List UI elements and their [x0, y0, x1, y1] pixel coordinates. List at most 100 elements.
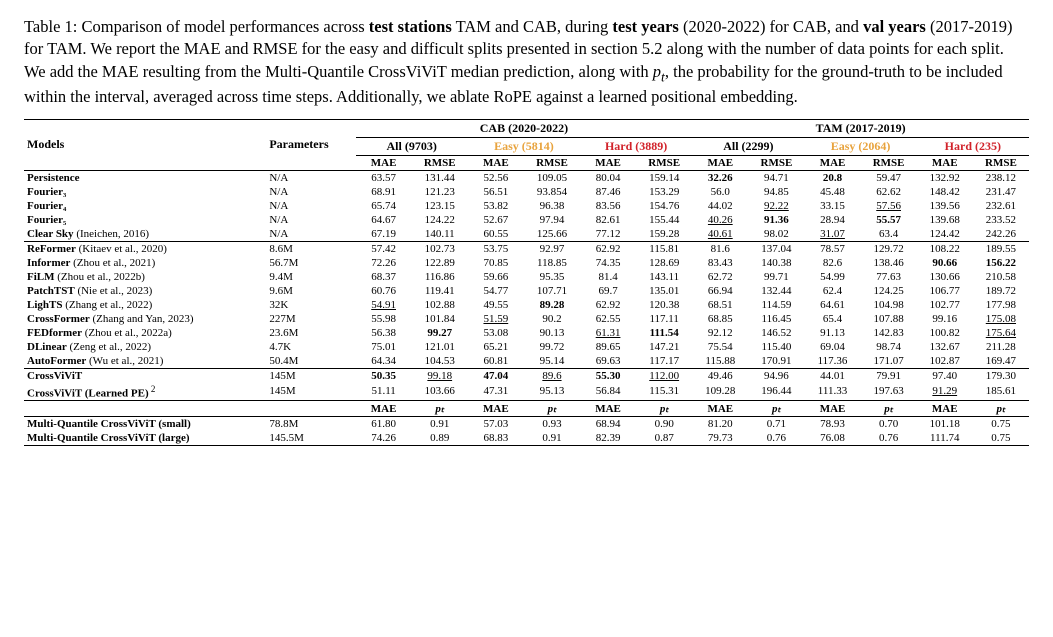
model-name: Persistence	[24, 170, 266, 185]
metric-cell: 82.39	[580, 431, 636, 446]
metric-cell: 171.07	[861, 354, 917, 369]
metric-cell: 122.89	[412, 256, 468, 270]
caption-text: (2020-2022) for CAB, and	[679, 17, 863, 36]
header-mae: MAE	[356, 155, 412, 170]
metric-cell: 231.47	[973, 185, 1029, 199]
param-cell: N/A	[266, 185, 355, 199]
header-mae: MAE	[804, 155, 860, 170]
metric-cell: 68.91	[356, 185, 412, 199]
table-row: Clear Sky (Ineichen, 2016)N/A67.19140.11…	[24, 227, 1029, 242]
model-name: ReFormer (Kitaev et al., 2020)	[24, 241, 266, 256]
metric-cell: 0.91	[412, 417, 468, 432]
metric-cell: 170.91	[748, 354, 804, 369]
header-easy-b: Easy (2064)	[804, 137, 916, 155]
table-row: Informer (Zhou et al., 2021)56.7M72.2612…	[24, 256, 1029, 270]
table-row: CrossViViT145M50.3599.1847.0489.655.3011…	[24, 368, 1029, 383]
metric-cell: 69.63	[580, 354, 636, 369]
metric-cell: 111.33	[804, 383, 860, 401]
metric-cell: 89.6	[524, 368, 580, 383]
metric-cell: 63.4	[861, 227, 917, 242]
model-name: Multi-Quantile CrossViViT (large)	[24, 431, 266, 446]
metric-cell: 91.36	[748, 213, 804, 227]
metric-cell: 82.61	[580, 213, 636, 227]
metric-cell: 56.0	[692, 185, 748, 199]
metric-cell: 115.88	[692, 354, 748, 369]
metric-cell: 111.54	[636, 326, 692, 340]
table-row: CrossFormer (Zhang and Yan, 2023)227M55.…	[24, 312, 1029, 326]
metric-cell: 238.12	[973, 170, 1029, 185]
metric-cell: 0.93	[524, 417, 580, 432]
metric-cell: 62.62	[861, 185, 917, 199]
metric-cell: 68.85	[692, 312, 748, 326]
metric-cell: 196.44	[748, 383, 804, 401]
metric-cell: 98.74	[861, 340, 917, 354]
metric-cell: 121.23	[412, 185, 468, 199]
metric-cell: 68.51	[692, 298, 748, 312]
metric-cell: 0.71	[748, 417, 804, 432]
metric-cell: 137.04	[748, 241, 804, 256]
metric-cell: 117.11	[636, 312, 692, 326]
metric-cell: 68.83	[468, 431, 524, 446]
metric-cell: 94.85	[748, 185, 804, 199]
metric-cell: 74.35	[580, 256, 636, 270]
metric-cell: 0.87	[636, 431, 692, 446]
metric-cell: 140.11	[412, 227, 468, 242]
param-cell: 145M	[266, 383, 355, 401]
table-row: LighTS (Zhang et al., 2022)32K54.91102.8…	[24, 298, 1029, 312]
model-name: Informer (Zhou et al., 2021)	[24, 256, 266, 270]
metric-cell: 155.44	[636, 213, 692, 227]
metric-cell: 56.84	[580, 383, 636, 401]
table-row: FEDformer (Zhou et al., 2022a)23.6M56.38…	[24, 326, 1029, 340]
metric-cell: 156.22	[973, 256, 1029, 270]
metric-cell: 154.76	[636, 199, 692, 213]
model-name: Clear Sky (Ineichen, 2016)	[24, 227, 266, 242]
metric-cell: 74.26	[356, 431, 412, 446]
metric-cell: 115.40	[748, 340, 804, 354]
metric-cell: 80.04	[580, 170, 636, 185]
metric-cell: 94.71	[748, 170, 804, 185]
metric-cell: 0.75	[973, 431, 1029, 446]
metric-cell: 55.57	[861, 213, 917, 227]
param-cell: 227M	[266, 312, 355, 326]
metric-cell: 99.72	[524, 340, 580, 354]
header-easy-a: Easy (5814)	[468, 137, 580, 155]
metric-cell: 90.66	[917, 256, 973, 270]
metric-cell: 96.38	[524, 199, 580, 213]
metric-cell: 44.02	[692, 199, 748, 213]
param-cell: 23.6M	[266, 326, 355, 340]
model-name: Fourier₅	[24, 213, 266, 227]
metric-cell: 147.21	[636, 340, 692, 354]
header-rmse: RMSE	[412, 155, 468, 170]
metric-cell: 51.11	[356, 383, 412, 401]
metric-cell: 146.52	[748, 326, 804, 340]
metric-cell: 62.92	[580, 298, 636, 312]
metric-cell: 79.91	[861, 368, 917, 383]
metric-cell: 115.81	[636, 241, 692, 256]
metric-cell: 107.71	[524, 284, 580, 298]
model-name: LighTS (Zhang et al., 2022)	[24, 298, 266, 312]
header-pt: pₜ	[412, 401, 468, 417]
metric-cell: 50.35	[356, 368, 412, 383]
header-rmse: RMSE	[636, 155, 692, 170]
metric-cell: 53.82	[468, 199, 524, 213]
metric-cell: 100.82	[917, 326, 973, 340]
header-rmse: RMSE	[748, 155, 804, 170]
param-cell: 4.7K	[266, 340, 355, 354]
metric-cell: 67.19	[356, 227, 412, 242]
metric-cell: 102.88	[412, 298, 468, 312]
metric-cell: 47.31	[468, 383, 524, 401]
metric-cell: 72.26	[356, 256, 412, 270]
caption-bold: val years	[863, 17, 926, 36]
metric-cell: 131.44	[412, 170, 468, 185]
metric-cell: 120.38	[636, 298, 692, 312]
metric-cell: 59.66	[468, 270, 524, 284]
header-hard-b: Hard (235)	[917, 137, 1029, 155]
header-station-tam: TAM (2017-2019)	[692, 119, 1029, 137]
metric-cell: 106.77	[917, 284, 973, 298]
metric-cell: 99.18	[412, 368, 468, 383]
model-name: PatchTST (Nie et al., 2023)	[24, 284, 266, 298]
model-name: CrossFormer (Zhang and Yan, 2023)	[24, 312, 266, 326]
metric-cell: 142.83	[861, 326, 917, 340]
metric-cell: 123.15	[412, 199, 468, 213]
param-cell: N/A	[266, 199, 355, 213]
